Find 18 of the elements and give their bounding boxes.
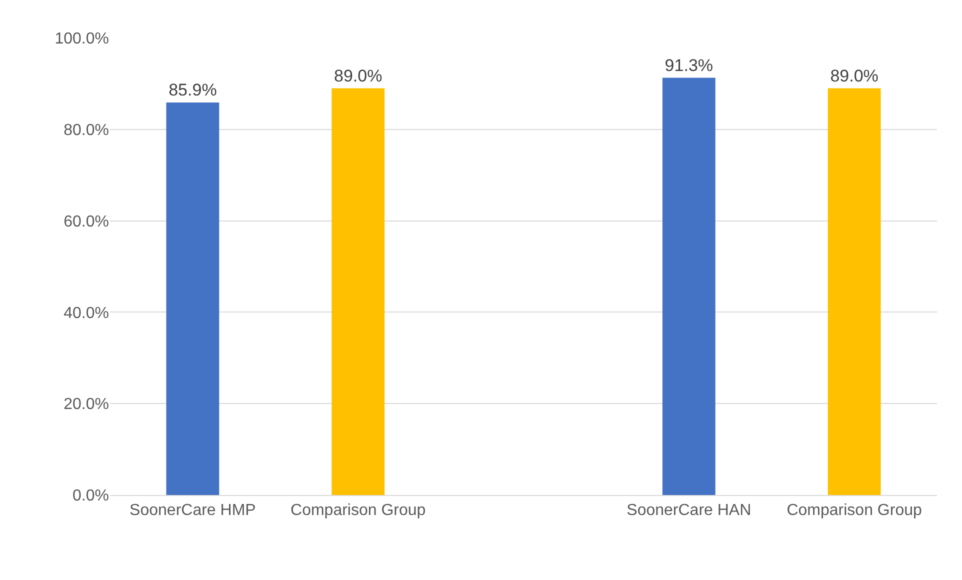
x-tick-label: SoonerCare HAN <box>626 502 752 520</box>
bar <box>662 78 716 495</box>
data-label: 91.3% <box>664 56 713 75</box>
y-tick-label: 80.0% <box>64 122 109 139</box>
y-tick-label: 60.0% <box>64 213 109 230</box>
y-tick-label: 100.0% <box>54 30 109 48</box>
x-tick-label: Comparison Group <box>290 502 426 520</box>
data-label: 89.0% <box>334 66 382 86</box>
y-tick-label: 20.0% <box>64 396 109 414</box>
bar <box>166 102 220 495</box>
x-tick-label: Comparison Group <box>786 502 922 520</box>
bar <box>828 88 881 495</box>
bar <box>332 88 385 495</box>
y-tick-label: 0.0% <box>72 488 109 505</box>
data-label: 89.0% <box>830 66 878 86</box>
y-tick-label: 40.0% <box>64 304 109 322</box>
x-tick-label: SoonerCare HMP <box>130 502 256 520</box>
data-label: 85.9% <box>168 80 217 100</box>
